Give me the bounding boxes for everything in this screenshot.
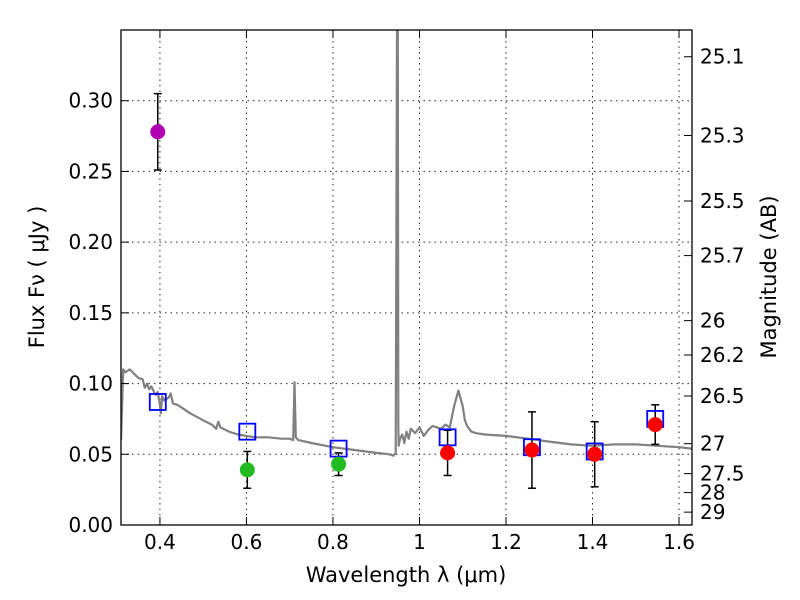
- y-tick-label: 0.15: [68, 301, 113, 325]
- x-axis-label: Wavelength λ (μm): [306, 563, 507, 587]
- data-point: [524, 442, 540, 458]
- data-point: [239, 462, 255, 478]
- x-tick-label: 1.6: [663, 530, 695, 554]
- model-square: [238, 422, 257, 441]
- y2-tick-label: 29: [700, 500, 725, 524]
- model-square: [438, 428, 457, 447]
- axis-ticks: 0.4 0.6 0.8 1 1.2 1.4 1.6 0.00 0.05 0.10 0.15 0.20 0…: [68, 30, 745, 554]
- y-tick-label: 0.20: [68, 230, 113, 254]
- grid: [121, 30, 692, 525]
- y2-tick-label: 27.5: [700, 462, 745, 486]
- y-tick-label: 0.10: [68, 372, 113, 396]
- y2-tick-label: 26.5: [700, 384, 745, 408]
- y2-tick-label: 28: [700, 481, 725, 505]
- data-point: [331, 456, 347, 472]
- y-tick-label: 0.30: [68, 89, 113, 113]
- y-tick-label: 0.00: [68, 513, 113, 537]
- x-tick-label: 1.2: [490, 530, 522, 554]
- model-square: [329, 439, 348, 458]
- y2-tick-label: 26.2: [700, 343, 745, 367]
- y2-tick-label: 25.3: [700, 124, 745, 148]
- y2-tick-label: 27: [700, 432, 725, 456]
- x-tick-label: 1.4: [577, 530, 609, 554]
- y2-tick-label: 25.1: [700, 45, 745, 69]
- y2-axis-label: Magnitude (AB): [757, 195, 781, 358]
- model-square: [148, 393, 167, 411]
- y2-tick-label: 26: [700, 309, 725, 333]
- y-axis-label: Flux Fν ( μJy ): [25, 206, 49, 349]
- data-point: [587, 446, 603, 462]
- x-tick-label: 0.6: [231, 530, 263, 554]
- photometry-layer: [148, 92, 665, 489]
- y-tick-label: 0.05: [68, 442, 113, 466]
- data-point: [440, 445, 456, 461]
- y2-tick-label: 25.5: [700, 189, 745, 213]
- x-tick-label: 0.4: [144, 530, 176, 554]
- y-tick-label: 0.25: [68, 159, 113, 183]
- plot-frame: [120, 29, 693, 526]
- data-point: [150, 124, 166, 140]
- x-tick-label: 1: [413, 530, 426, 554]
- data-point: [647, 417, 663, 433]
- y2-tick-label: 25.7: [700, 244, 745, 268]
- x-tick-label: 0.8: [317, 530, 349, 554]
